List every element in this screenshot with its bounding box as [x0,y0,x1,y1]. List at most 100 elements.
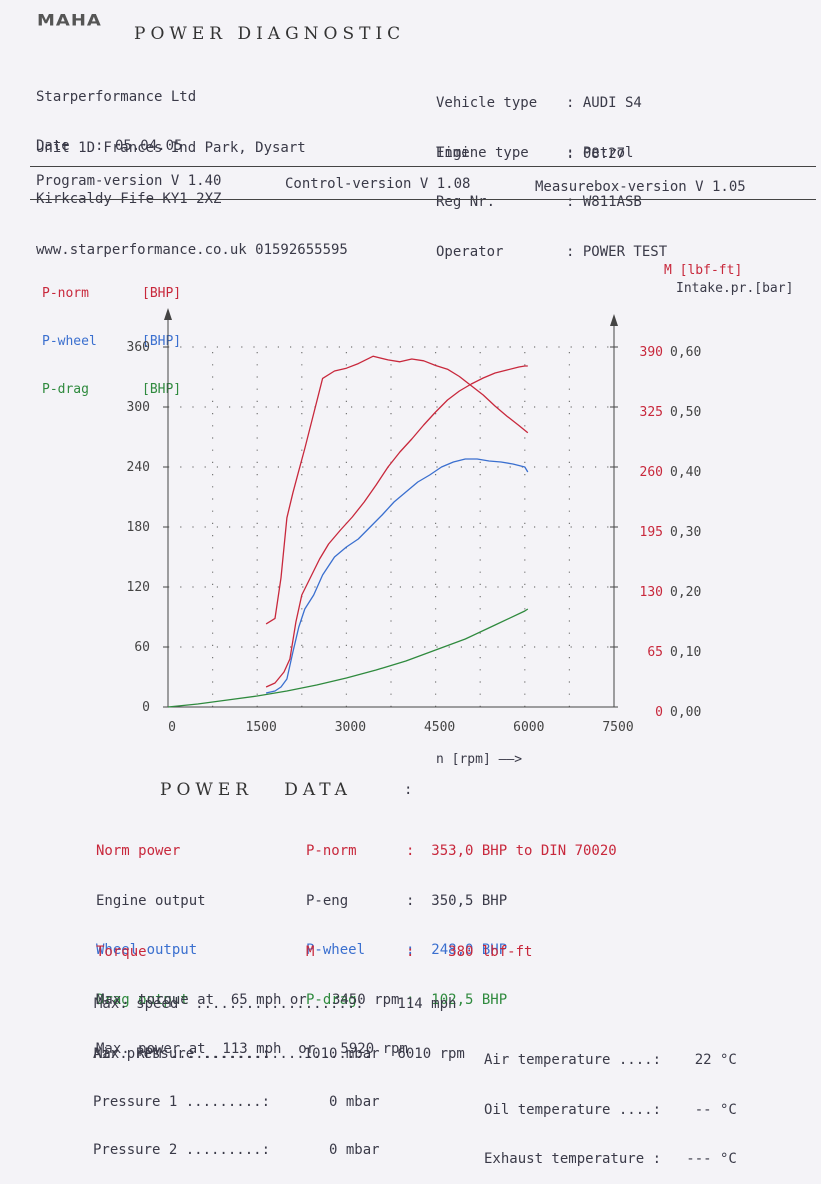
company-web-phone: www.starperformance.co.uk 01592655595 [36,242,348,258]
maha-logo: MAHA [37,11,102,30]
left-tick-label: 300 [127,400,150,415]
series-line-p-norm [265,365,528,688]
intake-tick-label: 0,60 [670,345,701,360]
power-chart: 0 1500 3000 4500 6000 7500 0 60 120 180 240 300 360… [127,308,702,735]
torque-tick-label: 195 [640,525,663,540]
left-tick-label: 180 [127,520,150,535]
drag-output-sym: P-drag [306,991,357,1008]
torque-value: : 380 lbf-ft [406,944,533,960]
x-axis-label: n [rpm] ——> [436,752,523,767]
drag-output-value: : 102,5 BHP [406,991,508,1008]
pressure-2: Pressure 2 .........: 0 mbar [93,1142,380,1158]
series-line-p-wheel [265,458,529,694]
intake-tick-label: 0,40 [670,465,701,480]
wheel-output-value: : 248,0 BHP [406,942,508,958]
legend-pnorm-unit: [BHP] [142,286,182,301]
reg-label: Reg Nr. [436,194,496,210]
legend-intake: Intake.pr.[bar] [676,281,794,296]
exhaust-temperature: Exhaust temperature : --- °C [484,1151,737,1167]
reg-value: : W811ASB [566,194,642,210]
max-rpm: Max. RPM .......................: 6010 r… [94,1045,465,1062]
air-temperature: Air temperature ....: 22 °C [484,1052,737,1068]
legend-torque: M [lbf-ft] [664,263,743,278]
x-tick-label: 4500 [424,720,455,735]
torque-tick-label: 130 [640,585,663,600]
legend-pwheel-name: P-wheel [42,334,97,349]
oil-temperature: Oil temperature ....: -- °C [484,1101,737,1118]
torque-block: Torque M : 380 lbf-ft Max. torque at 65 mp… [96,912,532,1024]
drag-output-label: Drag output [96,991,189,1008]
intake-tick-label: 0,50 [670,405,701,420]
intake-tick-label: 0,00 [670,705,701,720]
torque-tick-label: 65 [647,645,663,660]
date-label: Date : [36,138,104,154]
chart-lines [167,355,529,708]
x-tick-label: 1500 [246,720,277,735]
vehicle-type-value: : AUDI S4 [566,95,642,111]
temperature-block: Air temperature ....: 22 °C Oil temperat… [484,1019,737,1184]
intake-tick-label: 0,10 [670,645,701,660]
left-tick-label: 360 [127,340,150,355]
dyno-printout: { "header": { "logo": "MAHA", "title": "… [30,11,816,1167]
max-speed: Max. speed ...................: 114 mph [94,996,457,1012]
intake-tick-label: 0,30 [670,525,701,540]
x-tick-labels: 0 1500 3000 4500 6000 7500 [168,720,634,735]
legend-pnorm-name: P-norm [42,286,89,301]
legend-pdrag-name: P-drag [42,382,89,397]
wheel-output-label: Wheel output [96,942,198,958]
legend-pwheel-unit: [BHP] [142,334,182,349]
speed-block: Max. speed ...................: 114 mph … [94,963,465,1079]
x-tick-label: 0 [168,720,176,735]
series-line-p-drag [167,608,529,708]
date-value: 05.04.05 [115,138,183,154]
chart-axes [164,308,618,708]
time-label: Time [436,145,470,161]
wheel-output-sym: P-wheel [306,942,366,958]
left-legend: P-norm [BHP] P-wheel [BHP] P-drag [BHP] [42,254,181,414]
time-value: : 08:27 [566,146,626,162]
max-torque-at: Max. torque at 65 mph or 3450 rpm [96,992,400,1008]
engine-output-value: : 350,5 BHP [406,892,508,909]
divider-2 [30,199,816,200]
torque-tick-label: 0 [655,705,663,720]
company-block: Starperformance Ltd Unit 1D Frances Ind … [36,55,348,276]
x-tick-label: 3000 [335,720,366,735]
norm-power-value: : 353,0 BHP to DIN 70020 [406,843,617,859]
power-data-colon: : [404,782,413,798]
report-title: POWER DIAGNOSTIC [134,24,406,44]
x-tick-label: 7500 [602,720,633,735]
company-address-1: Unit 1D Frances Ind Park, Dysart [36,140,306,156]
company-name: Starperformance Ltd [36,89,197,105]
measurebox-version: Measurebox-version V 1.05 [535,179,746,195]
legend-pdrag-unit: [BHP] [142,382,182,397]
max-power-at: Max. power at 113 mph or 5920 rpm [96,1041,408,1057]
operator-value: : POWER TEST [566,243,668,260]
engine-output-label: Engine output [96,892,206,909]
control-version: Control-version V 1.08 [285,176,471,192]
left-tick-label: 240 [127,460,150,475]
engine-output-sym: P-eng [306,892,349,909]
torque-tick-label: 325 [640,405,663,420]
x-tick-label: 6000 [513,720,544,735]
operator-label: Operator [436,243,504,260]
left-axis-arrow [164,308,172,320]
right-axis-arrow [610,314,618,326]
engine-type-value: : Petrol [566,144,634,161]
torque-label: Torque [96,944,147,960]
left-tick-label: 0 [142,700,150,715]
torque-sym: M [306,944,315,960]
chart-grid [163,346,618,708]
power-data-heading: POWER DATA [160,780,352,800]
divider-1 [30,166,816,167]
vehicle-type-label: Vehicle type [436,95,538,111]
vehicle-block: Vehicle type: AUDI S4 Engine type: Petro… [436,62,667,277]
torque-tick-label: 260 [640,465,663,480]
pressure-block: Air pressure .......: 1010 mbar Pressure… [93,1014,380,1174]
program-version: Program-version V 1.40 [36,173,222,189]
series-line-m [265,355,529,625]
air-pressure: Air pressure .......: 1010 mbar [93,1046,380,1062]
left-tick-label: 120 [127,580,150,595]
left-tick-labels: 0 60 120 180 240 300 360 [127,340,150,715]
intake-tick-label: 0,20 [670,585,701,600]
right-tick-labels: 0 0,00 65 0,10 130 0,20 195 0,30 260 0,40 325 0,50 3… [640,345,702,720]
